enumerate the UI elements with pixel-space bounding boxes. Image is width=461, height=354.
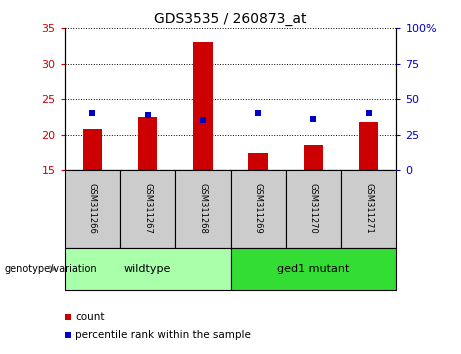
Text: genotype/variation: genotype/variation xyxy=(5,264,97,274)
Text: GSM311267: GSM311267 xyxy=(143,183,152,234)
Text: GSM311269: GSM311269 xyxy=(254,183,263,234)
Point xyxy=(199,118,207,123)
Text: count: count xyxy=(75,312,105,322)
Bar xyxy=(120,170,175,248)
Text: wildtype: wildtype xyxy=(124,264,171,274)
Text: GSM311268: GSM311268 xyxy=(198,183,207,234)
Point xyxy=(144,112,151,118)
Bar xyxy=(359,122,378,170)
Text: GSM311271: GSM311271 xyxy=(364,183,373,234)
Point xyxy=(89,110,96,116)
Bar xyxy=(230,248,396,290)
Bar xyxy=(341,170,396,248)
Bar xyxy=(248,153,268,170)
Point xyxy=(365,110,372,116)
Text: GSM311270: GSM311270 xyxy=(309,183,318,234)
Point xyxy=(310,116,317,122)
Bar xyxy=(286,170,341,248)
Text: GSM311266: GSM311266 xyxy=(88,183,97,234)
Bar xyxy=(65,248,230,290)
Bar xyxy=(83,129,102,170)
Title: GDS3535 / 260873_at: GDS3535 / 260873_at xyxy=(154,12,307,26)
Bar xyxy=(230,170,286,248)
Bar xyxy=(304,145,323,170)
Bar xyxy=(193,42,213,170)
Text: ged1 mutant: ged1 mutant xyxy=(278,264,349,274)
Bar xyxy=(138,117,157,170)
Bar xyxy=(65,170,120,248)
Point xyxy=(254,110,262,116)
Bar xyxy=(175,170,230,248)
Text: percentile rank within the sample: percentile rank within the sample xyxy=(75,330,251,340)
